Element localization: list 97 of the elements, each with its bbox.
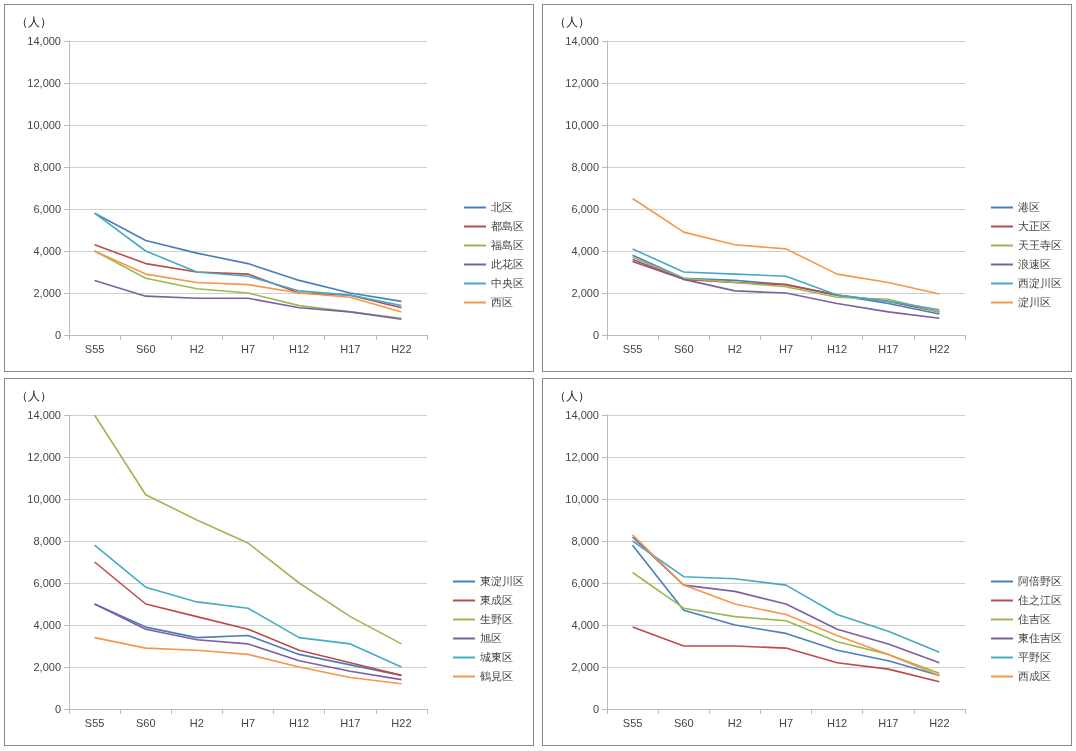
x-tick-label: S55 bbox=[622, 342, 643, 355]
x-tick-label: H2 bbox=[189, 716, 204, 729]
y-tick-label: 10,000 bbox=[27, 119, 61, 131]
legend-label: 東淀川区 bbox=[480, 575, 524, 588]
legend-label: 都島区 bbox=[491, 220, 524, 233]
y-tick-label: 2,000 bbox=[571, 287, 599, 299]
x-tick-label: H22 bbox=[929, 342, 950, 355]
y-tick-label: 10,000 bbox=[27, 493, 61, 505]
legend-label: 旭区 bbox=[480, 632, 502, 645]
x-tick-label: H2 bbox=[727, 716, 742, 729]
y-tick-label: 6,000 bbox=[571, 577, 599, 589]
line-series bbox=[631, 626, 941, 683]
y-tick-label: 4,000 bbox=[33, 245, 61, 257]
x-tick-label: H17 bbox=[340, 716, 361, 729]
legend-label: 東成区 bbox=[480, 594, 513, 607]
legend-label: 中央区 bbox=[491, 277, 524, 290]
x-tick-label: H22 bbox=[929, 716, 950, 729]
y-tick-label: 2,000 bbox=[571, 661, 599, 673]
line-series bbox=[631, 197, 941, 295]
legend-label: 淀川区 bbox=[1018, 296, 1051, 309]
x-tick-label: H17 bbox=[878, 716, 899, 729]
line-series bbox=[93, 561, 403, 677]
line-series bbox=[93, 544, 403, 668]
y-tick-label: 14,000 bbox=[27, 409, 61, 421]
y-axis-title: （人） bbox=[554, 15, 590, 29]
legend-label: 北区 bbox=[491, 201, 513, 214]
y-tick-label: 0 bbox=[592, 703, 599, 715]
x-tick-label: H7 bbox=[240, 716, 256, 729]
y-tick-label: 2,000 bbox=[33, 661, 61, 673]
line-series bbox=[93, 414, 403, 645]
x-tick-label: H12 bbox=[827, 342, 848, 355]
x-tick-label: H2 bbox=[189, 342, 204, 355]
legend-label: 東住吉区 bbox=[1018, 632, 1062, 645]
y-tick-label: 0 bbox=[54, 703, 61, 715]
y-tick-label: 6,000 bbox=[33, 577, 61, 589]
legend-label: 浪速区 bbox=[1018, 258, 1051, 271]
line-series bbox=[93, 279, 403, 321]
legend-label: 大正区 bbox=[1018, 220, 1051, 233]
y-tick-label: 6,000 bbox=[571, 203, 599, 215]
x-tick-label: S55 bbox=[84, 342, 105, 355]
y-tick-label: 8,000 bbox=[33, 161, 61, 173]
legend-label: 住之江区 bbox=[1018, 594, 1062, 607]
y-axis-title: （人） bbox=[554, 389, 590, 403]
x-tick-label: H12 bbox=[289, 716, 310, 729]
legend-label: 生野区 bbox=[480, 613, 513, 626]
x-tick-label: H17 bbox=[340, 342, 361, 355]
x-tick-label: H2 bbox=[727, 342, 742, 355]
x-tick-label: H22 bbox=[391, 342, 412, 355]
x-tick-label: H17 bbox=[878, 342, 899, 355]
legend-label: 住吉区 bbox=[1018, 613, 1051, 626]
x-tick-label: H7 bbox=[778, 716, 794, 729]
y-tick-label: 4,000 bbox=[571, 619, 599, 631]
legend-label: 城東区 bbox=[479, 651, 513, 664]
line-series bbox=[631, 571, 941, 675]
legend-label: 此花区 bbox=[491, 258, 524, 271]
y-tick-label: 12,000 bbox=[27, 451, 61, 463]
x-tick-label: S55 bbox=[622, 716, 643, 729]
x-tick-label: S55 bbox=[84, 716, 105, 729]
line-series bbox=[93, 243, 403, 309]
legend-label: 福島区 bbox=[491, 239, 524, 252]
x-tick-label: S60 bbox=[673, 342, 694, 355]
legend-label: 西区 bbox=[491, 296, 513, 309]
x-tick-label: H7 bbox=[778, 342, 794, 355]
y-tick-label: 4,000 bbox=[571, 245, 599, 257]
legend-label: 阿倍野区 bbox=[1018, 575, 1062, 588]
y-tick-label: 12,000 bbox=[565, 77, 599, 89]
x-tick-label: H22 bbox=[391, 716, 412, 729]
y-tick-label: 2,000 bbox=[33, 287, 61, 299]
x-tick-label: H12 bbox=[827, 716, 848, 729]
y-tick-label: 14,000 bbox=[565, 35, 599, 47]
legend-label: 鶴見区 bbox=[480, 670, 513, 683]
y-tick-label: 14,000 bbox=[565, 409, 599, 421]
y-tick-label: 6,000 bbox=[33, 203, 61, 215]
y-tick-label: 8,000 bbox=[33, 535, 61, 547]
legend-label: 西成区 bbox=[1018, 670, 1051, 683]
y-tick-label: 12,000 bbox=[565, 451, 599, 463]
y-tick-label: 4,000 bbox=[33, 619, 61, 631]
y-axis-title: （人） bbox=[16, 15, 52, 29]
y-tick-label: 0 bbox=[54, 329, 61, 341]
legend-label: 港区 bbox=[1018, 201, 1040, 214]
x-tick-label: S60 bbox=[135, 342, 156, 355]
x-tick-label: S60 bbox=[673, 716, 694, 729]
y-tick-label: 14,000 bbox=[27, 35, 61, 47]
legend-label: 西淀川区 bbox=[1018, 277, 1062, 290]
legend-label: 天王寺区 bbox=[1018, 239, 1062, 252]
x-tick-label: H7 bbox=[240, 342, 256, 355]
y-tick-label: 0 bbox=[592, 329, 599, 341]
x-tick-label: H12 bbox=[289, 342, 310, 355]
y-tick-label: 8,000 bbox=[571, 161, 599, 173]
line-series bbox=[93, 636, 403, 685]
y-tick-label: 10,000 bbox=[565, 119, 599, 131]
x-tick-label: S60 bbox=[135, 716, 156, 729]
y-tick-label: 12,000 bbox=[27, 77, 61, 89]
y-tick-label: 10,000 bbox=[565, 493, 599, 505]
y-axis-title: （人） bbox=[16, 389, 52, 403]
legend-label: 平野区 bbox=[1018, 651, 1051, 664]
y-tick-label: 8,000 bbox=[571, 535, 599, 547]
